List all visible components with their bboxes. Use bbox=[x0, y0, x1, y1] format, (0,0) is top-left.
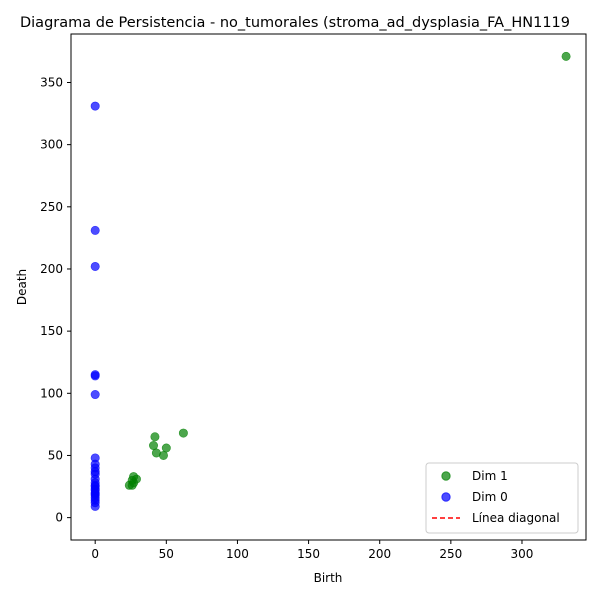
x-tick-label: 300 bbox=[511, 547, 534, 561]
point-dim-1 bbox=[178, 428, 188, 438]
point-dim-0 bbox=[90, 390, 100, 400]
y-tick-label: 200 bbox=[40, 262, 63, 276]
point-dim-0 bbox=[90, 261, 100, 271]
legend-marker-dim-0 bbox=[441, 492, 451, 502]
point-dim-1 bbox=[161, 443, 171, 453]
x-tick-label: 100 bbox=[226, 547, 249, 561]
legend-label-dim-1: Dim 1 bbox=[472, 469, 508, 483]
x-tick-label: 200 bbox=[368, 547, 391, 561]
x-tick-label: 250 bbox=[439, 547, 462, 561]
scatter-points bbox=[90, 51, 571, 511]
point-dim-0 bbox=[90, 101, 100, 111]
point-dim-0 bbox=[90, 501, 100, 511]
point-dim-1 bbox=[150, 432, 160, 442]
x-axis-ticks: 0 50 100 150 200 250 300 bbox=[91, 540, 533, 561]
point-dim-1 bbox=[158, 450, 168, 460]
legend-marker-dim-1 bbox=[441, 471, 451, 481]
y-axis-label: Death bbox=[15, 269, 29, 305]
x-tick-label: 0 bbox=[91, 547, 99, 561]
x-tick-label: 50 bbox=[159, 547, 174, 561]
y-tick-label: 0 bbox=[55, 511, 63, 525]
y-tick-label: 300 bbox=[40, 138, 63, 152]
chart-title: Diagrama de Persistencia - no_tumorales … bbox=[20, 15, 570, 31]
x-tick-label: 150 bbox=[297, 547, 320, 561]
point-dim-1 bbox=[561, 51, 571, 61]
y-tick-label: 250 bbox=[40, 200, 63, 214]
legend-label-l-nea-diagonal: Línea diagonal bbox=[472, 511, 560, 525]
y-tick-label: 150 bbox=[40, 324, 63, 338]
legend-box bbox=[425, 462, 579, 534]
point-dim-0 bbox=[90, 371, 100, 381]
y-tick-label: 50 bbox=[48, 448, 63, 462]
legend: Dim 1 Dim 0 Línea diagonal bbox=[425, 462, 579, 534]
y-axis-ticks: 0 50 100 150 200 250 300 350 bbox=[40, 75, 71, 525]
point-dim-0 bbox=[90, 225, 100, 235]
y-tick-label: 100 bbox=[40, 386, 63, 400]
legend-label-dim-0: Dim 0 bbox=[472, 490, 508, 504]
x-axis-label: Birth bbox=[314, 571, 343, 585]
point-dim-1 bbox=[149, 441, 159, 451]
y-tick-label: 350 bbox=[40, 75, 63, 89]
point-dim-1 bbox=[127, 480, 137, 490]
